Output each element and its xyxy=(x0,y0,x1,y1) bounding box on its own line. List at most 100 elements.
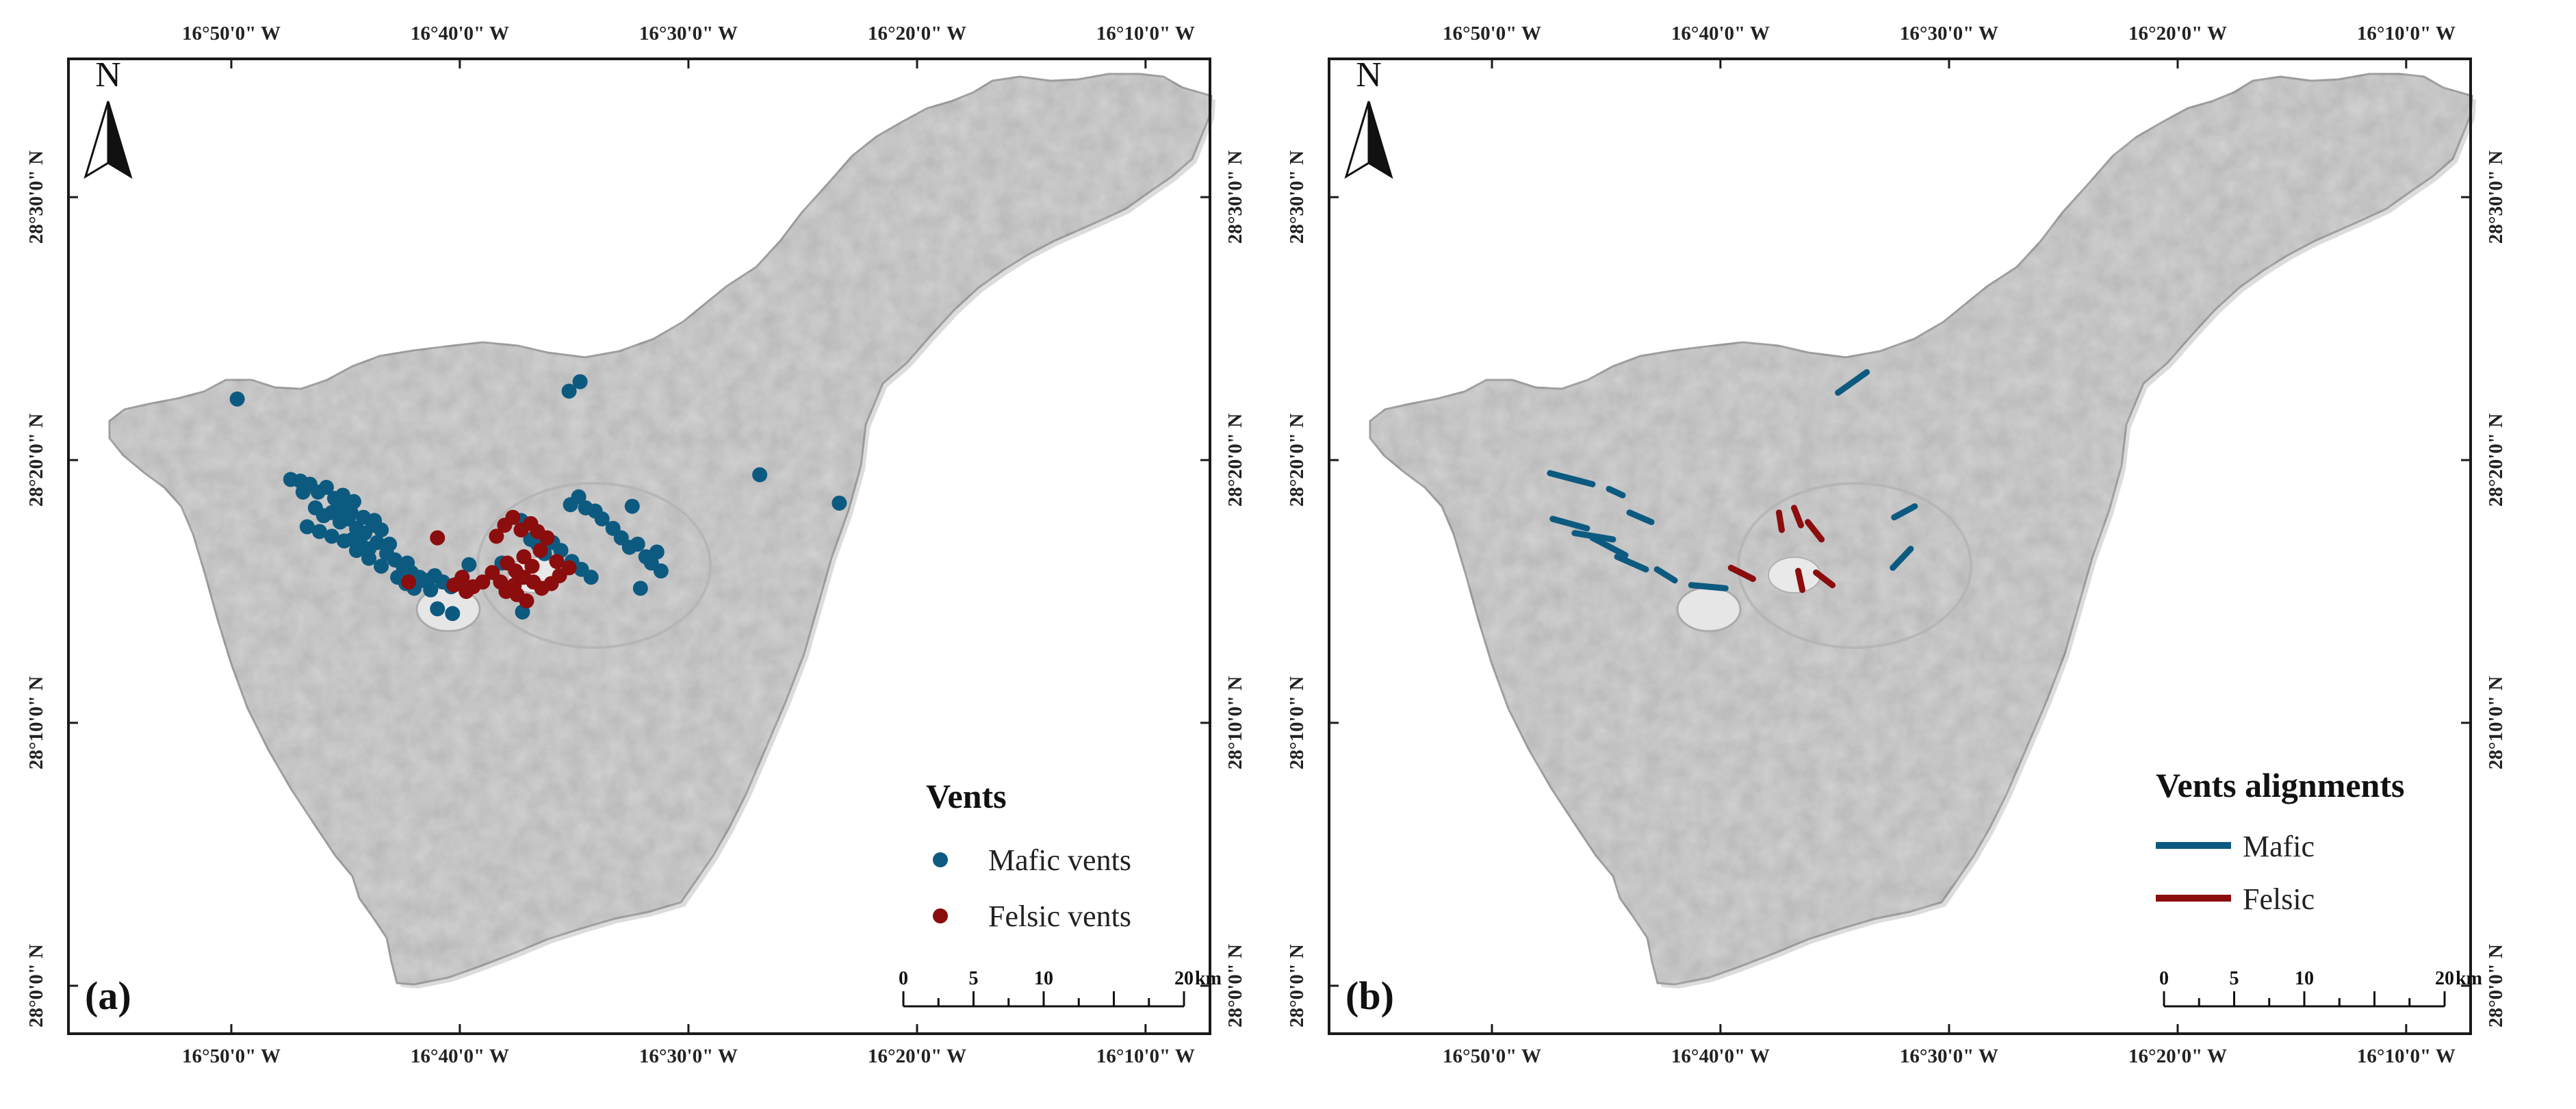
lon-label-bottom: 16°20'0" W xyxy=(868,1045,966,1067)
mafic-vent xyxy=(336,533,352,549)
bottom-coordinate-labels: 16°50'0" W 16°40'0" W 16°30'0" W 16°20'0" W… xyxy=(182,1045,1195,1067)
pico-viejo xyxy=(1768,557,1821,594)
mafic-vent xyxy=(324,528,339,544)
island-land xyxy=(108,73,1213,986)
felsic-alignment xyxy=(1727,564,1756,583)
mafic-vent xyxy=(311,524,327,539)
lon-label-top: 16°10'0" W xyxy=(2357,23,2456,44)
felsic-vent xyxy=(539,530,555,546)
scale-label: 5 xyxy=(2230,968,2239,989)
mafic-vent xyxy=(430,601,446,617)
scale-label: 10 xyxy=(2295,968,2314,989)
mafic-alignment xyxy=(1653,566,1678,584)
mafic-vent xyxy=(594,511,610,527)
felsic-vent xyxy=(561,560,577,576)
vents-layer xyxy=(229,374,847,622)
lon-label-top: 16°40'0" W xyxy=(1671,23,1770,44)
legend-item-mafic: Mafic xyxy=(2243,830,2315,863)
mafic-vent xyxy=(343,505,359,520)
legend-item-mafic: Mafic vents xyxy=(988,843,1131,877)
alignments-layer xyxy=(1547,369,1918,594)
lon-label-bottom: 16°30'0" W xyxy=(639,1045,738,1067)
mafic-vent xyxy=(624,498,640,514)
mafic-vent xyxy=(649,544,665,560)
lon-label-bottom: 16°40'0" W xyxy=(1671,1045,1770,1067)
legend-item-felsic: Felsic vents xyxy=(988,900,1131,933)
panel-label: (b) xyxy=(1345,973,1394,1018)
north-arrow-icon xyxy=(83,101,133,179)
right-coordinate-labels: 28°30'0" N 28°20'0" N 28°10'0" N 28°0'0" N xyxy=(2485,151,2507,1028)
lat-label-left: 28°20'0" N xyxy=(1286,413,1308,507)
felsic-vent xyxy=(459,583,474,599)
mafic-vent xyxy=(299,519,315,535)
lon-label-top: 16°50'0" W xyxy=(182,23,281,44)
lat-label-right: 28°10'0" N xyxy=(1224,676,1246,770)
lon-label-bottom: 16°50'0" W xyxy=(182,1045,281,1067)
felsic-vent xyxy=(446,577,462,593)
mafic-vent xyxy=(318,479,334,495)
bottom-coordinate-labels: 16°50'0" W 16°40'0" W 16°30'0" W 16°20'0" W… xyxy=(1443,1045,2456,1067)
panel-b: 16°50'0" W 16°40'0" W 16°30'0" W 16°20'0" W… xyxy=(1286,23,2507,1067)
felsic-vent xyxy=(509,587,525,602)
graticule-ticks xyxy=(1329,59,2471,1034)
felsic-vent xyxy=(430,530,446,546)
map-frame xyxy=(67,58,1211,1035)
lat-label-right: 28°30'0" N xyxy=(2485,151,2507,244)
lon-label-top: 16°40'0" W xyxy=(411,23,509,44)
felsic-alignment xyxy=(1805,519,1825,543)
lon-label-bottom: 16°40'0" W xyxy=(411,1045,509,1067)
caldera-rim xyxy=(476,482,712,649)
lon-label-bottom: 16°30'0" W xyxy=(1900,1045,1998,1067)
mafic-vent xyxy=(400,555,415,571)
mafic-vent xyxy=(752,467,768,483)
lat-label-right: 28°20'0" N xyxy=(2485,413,2507,507)
caldera-rim xyxy=(1737,482,1972,649)
lat-label-left: 28°30'0" N xyxy=(1286,151,1308,244)
scale-bar: 0 5 10 20 km xyxy=(899,968,1222,1008)
legend-title: Vents alignments xyxy=(2156,766,2404,804)
scale-label: 10 xyxy=(1034,968,1053,989)
mafic-vent xyxy=(295,484,311,500)
mafic-vent xyxy=(572,374,588,390)
lon-label-top: 16°30'0" W xyxy=(639,23,738,44)
top-coordinate-labels: 16°50'0" W 16°40'0" W 16°30'0" W 16°20'0" W… xyxy=(182,23,1195,44)
legend: Vents alignments Mafic Felsic xyxy=(2156,766,2404,916)
felsic-vent xyxy=(524,559,540,574)
scale-unit: km xyxy=(1195,968,1222,989)
felsic-vent xyxy=(489,528,504,544)
felsic-alignment xyxy=(1813,569,1836,589)
mafic-alignment xyxy=(1589,535,1629,559)
island-land xyxy=(1369,73,2473,986)
scale-label: 20 xyxy=(2435,968,2454,989)
mafic-vent xyxy=(561,383,577,399)
panel-a: 16°50'0" W 16°40'0" W 16°30'0" W 16°20'0" W… xyxy=(25,23,1246,1067)
scale-unit: km xyxy=(2456,968,2482,989)
lon-label-top: 16°20'0" W xyxy=(868,23,966,44)
mafic-alignment xyxy=(1549,515,1590,532)
north-label: N xyxy=(1356,55,1382,94)
lon-label-bottom: 16°10'0" W xyxy=(1096,1045,1195,1067)
lon-label-top: 16°20'0" W xyxy=(2128,23,2227,44)
mafic-alignment xyxy=(1891,503,1918,521)
scale-label: 20 xyxy=(1174,968,1194,989)
lon-label-bottom: 16°10'0" W xyxy=(2357,1045,2456,1067)
mafic-alignment xyxy=(1547,470,1596,487)
mafic-alignment xyxy=(1890,546,1914,571)
lat-label-right: 28°0'0" N xyxy=(2485,944,2507,1028)
scale-label: 0 xyxy=(2159,968,2169,989)
scale-label: 5 xyxy=(969,968,979,989)
mafic-vent xyxy=(348,543,364,559)
lat-label-left: 28°0'0" N xyxy=(25,944,47,1028)
mafic-alignment xyxy=(1606,485,1626,498)
felsic-vent xyxy=(505,509,521,525)
lon-label-bottom: 16°50'0" W xyxy=(1443,1045,1541,1067)
mafic-vent xyxy=(445,606,461,622)
top-coordinate-labels: 16°50'0" W 16°40'0" W 16°30'0" W 16°20'0" W… xyxy=(1443,23,2456,44)
mafic-vent xyxy=(653,563,669,579)
right-coordinate-labels: 28°30'0" N 28°20'0" N 28°10'0" N 28°0'0" N xyxy=(1224,151,1246,1028)
mafic-alignment xyxy=(1688,582,1729,591)
north-label: N xyxy=(95,55,121,94)
lat-label-left: 28°0'0" N xyxy=(1286,944,1308,1028)
north-arrow: N xyxy=(1344,55,1393,179)
